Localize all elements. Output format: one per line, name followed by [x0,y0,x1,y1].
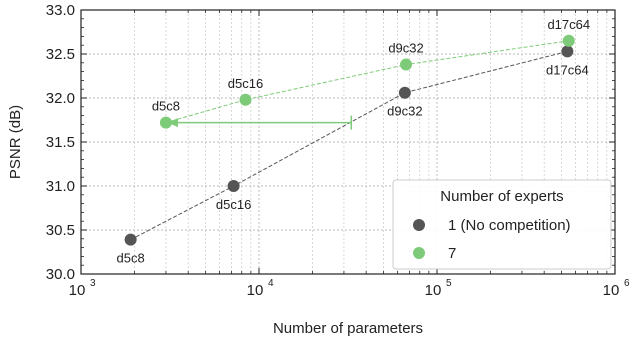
point-series1-2 [400,58,413,71]
axis-ticks [80,9,616,275]
y-tick-label: 31.0 [46,178,75,195]
point-series0-3 [561,45,574,58]
arrow-head [167,118,178,128]
point-label: d5c16 [216,197,251,212]
point-series1-1 [239,93,252,106]
point-series1-3 [562,34,575,47]
y-tick-label: 33.0 [46,2,75,19]
point-label: d9c32 [388,41,423,56]
annotation-arrow [167,115,353,130]
x-tick-label-exponent: 4 [268,278,274,289]
y-tick-label: 32.5 [46,46,75,63]
legend-box [392,179,612,270]
legend-title: Number of experts [440,188,563,205]
legend-marker-series-7 [413,247,425,259]
point-series0-1 [227,180,240,192]
x-tick-label-exponent: 6 [624,278,630,289]
axis-tick-labels: 10 3 10 4 10 5 10 6 30.0 30.5 31.0 31.5 32.0 32.5 33.0 [46,2,630,299]
point-label: d17c64 [547,17,590,32]
point-label: d5c8 [152,99,180,114]
legend-entry-series-1: 1 (No competition) [448,217,571,234]
point-label: d5c16 [228,76,263,91]
x-axis-label: Number of parameters [273,320,423,337]
x-tick-label-exponent: 5 [446,278,452,289]
y-tick-label: 32.0 [46,90,75,107]
y-tick-label: 30.5 [46,222,75,239]
y-tick-label: 30.0 [46,266,75,283]
legend-entry-series-7: 7 [448,245,456,262]
point-labels: d5c8 d5c16 d9c32 d17c64 d5c8 d5c16 d9c32 d17c64 [117,17,591,266]
point-series1-0 [159,116,172,129]
legend: Number of experts 1 (No competition) 7 [392,179,612,270]
point-series0-0 [124,233,137,246]
point-label: d9c32 [387,104,422,119]
legend-marker-series-1 [413,219,425,231]
x-tick-label: 10 [69,282,86,299]
point-series0-2 [398,86,411,99]
y-tick-label: 31.5 [46,134,75,151]
x-tick-label: 10 [425,282,442,299]
data-points [124,34,575,246]
series-lines [130,40,569,241]
series-line-0 [130,50,568,241]
point-label: d17c64 [546,62,589,77]
y-axis-label: PSNR (dB) [7,105,24,179]
series-line-1 [165,40,569,124]
point-label: d5c8 [117,251,145,266]
x-tick-label-exponent: 3 [90,278,96,289]
x-tick-label: 10 [247,282,264,299]
x-tick-label: 10 [603,282,620,299]
